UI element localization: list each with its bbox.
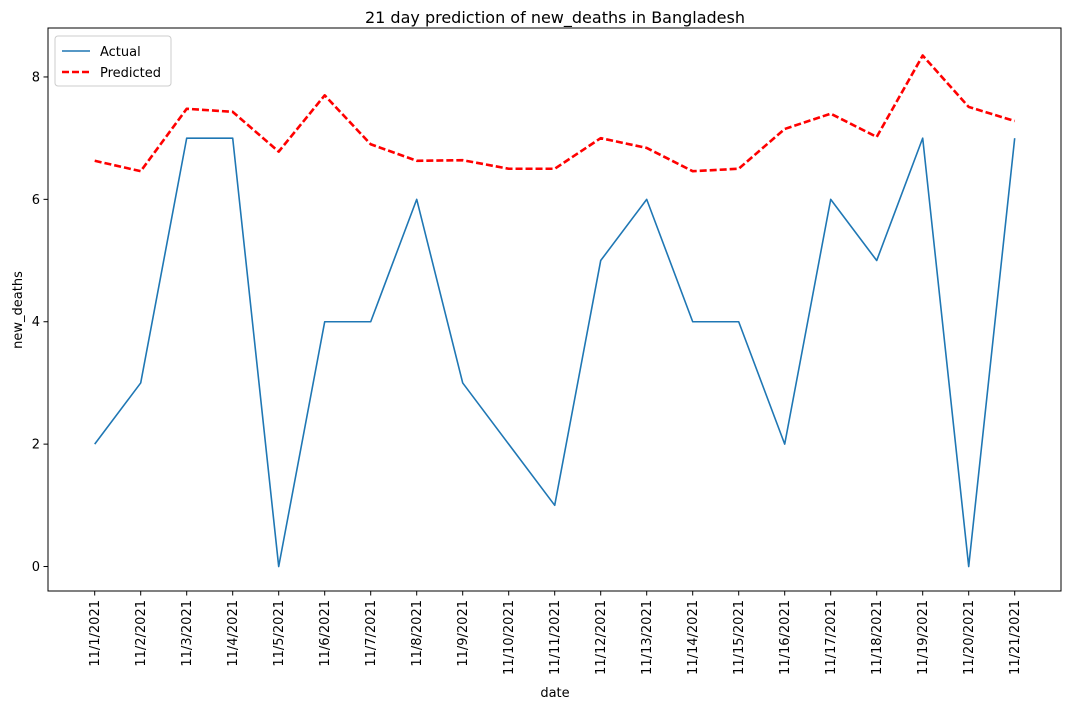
series-line-predicted bbox=[94, 54, 1016, 173]
x-tick-label: 11/16/2021 bbox=[778, 600, 793, 675]
x-tick-label: 11/1/2021 bbox=[88, 600, 103, 667]
x-tick-label: 11/2/2021 bbox=[134, 600, 149, 667]
x-tick-label: 11/14/2021 bbox=[686, 600, 701, 675]
x-tick-label: 11/12/2021 bbox=[594, 600, 609, 675]
x-tick-label: 11/17/2021 bbox=[824, 600, 839, 675]
y-tick-label: 0 bbox=[32, 560, 40, 575]
y-tick-label: 4 bbox=[32, 315, 40, 330]
x-axis-label: date bbox=[540, 686, 569, 701]
plot-frame bbox=[47, 27, 1062, 592]
series-line-actual bbox=[94, 137, 1016, 568]
x-tick-label: 11/19/2021 bbox=[916, 600, 931, 675]
x-tick-label: 11/11/2021 bbox=[548, 600, 563, 675]
y-tick-label: 2 bbox=[32, 438, 40, 453]
legend-box bbox=[54, 35, 172, 87]
y-axis-label: new_deaths bbox=[11, 271, 26, 349]
x-tick-label: 11/3/2021 bbox=[180, 600, 195, 667]
x-tick-label: 11/20/2021 bbox=[962, 600, 977, 675]
y-tick-label: 8 bbox=[32, 70, 40, 85]
legend: Actual Predicted bbox=[54, 35, 172, 87]
y-tick-label: 6 bbox=[32, 193, 40, 208]
x-tick-label: 11/10/2021 bbox=[502, 600, 517, 675]
legend-actual-label: Actual bbox=[100, 45, 141, 60]
x-tick-label: 11/8/2021 bbox=[410, 600, 425, 667]
x-tick-label: 11/7/2021 bbox=[364, 600, 379, 667]
x-axis: 11/1/2021 11/2/2021 11/3/2021 11/4/2021 11/5… bbox=[88, 591, 1023, 675]
series-layer bbox=[94, 54, 1016, 568]
x-tick-label: 11/9/2021 bbox=[456, 600, 471, 667]
legend-predicted-label: Predicted bbox=[100, 66, 161, 81]
x-tick-label: 11/21/2021 bbox=[1008, 600, 1023, 675]
plot-area bbox=[47, 27, 1062, 592]
x-tick-label: 11/15/2021 bbox=[732, 600, 747, 675]
chart-title: 21 day prediction of new_deaths in Bangl… bbox=[365, 8, 745, 28]
x-tick-label: 11/5/2021 bbox=[272, 600, 287, 667]
y-axis: 0 2 4 6 8 bbox=[32, 70, 48, 575]
x-tick-label: 11/13/2021 bbox=[640, 600, 655, 675]
x-tick-label: 11/6/2021 bbox=[318, 600, 333, 667]
x-tick-label: 11/4/2021 bbox=[226, 600, 241, 667]
x-tick-label: 11/18/2021 bbox=[870, 600, 885, 675]
